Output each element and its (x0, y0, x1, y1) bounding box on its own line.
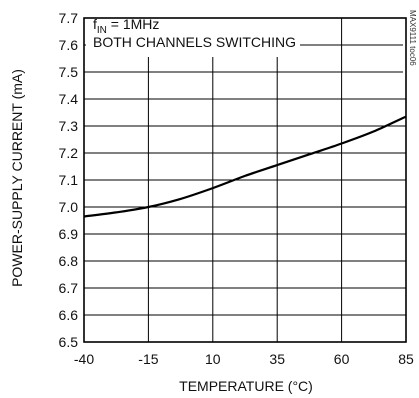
x-tick-label: 60 (334, 351, 350, 367)
x-tick-label: 10 (205, 351, 221, 367)
tick-labels: -40 -15 10 35 60 85 6.5 6.6 6.7 6.8 6.9 7.0 7.1 7.2 7.… (59, 10, 414, 367)
y-axis-label: POWER-SUPPLY CURRENT (mA) (9, 69, 25, 287)
grid (84, 18, 406, 342)
y-tick-label: 7.7 (59, 10, 79, 26)
x-tick-label: 85 (398, 351, 414, 367)
y-tick-label: 7.5 (59, 64, 79, 80)
x-tick-label: -15 (138, 351, 158, 367)
x-axis-label: TEMPERATURE (°C) (179, 378, 313, 394)
plot-frame (83, 17, 407, 343)
y-tick-label: 6.5 (59, 334, 79, 350)
y-tick-label: 6.8 (59, 253, 79, 269)
x-tick-label: -40 (74, 351, 94, 367)
y-tick-label: 6.6 (59, 307, 79, 323)
y-tick-label: 7.6 (59, 37, 79, 53)
figure-code: MAX9111 toc06 (408, 10, 417, 66)
y-tick-label: 6.9 (59, 226, 79, 242)
x-tick-label: 35 (269, 351, 285, 367)
y-tick-label: 6.7 (59, 280, 79, 296)
y-tick-label: 7.2 (59, 145, 79, 161)
y-tick-label: 7.3 (59, 118, 79, 134)
y-tick-label: 7.1 (59, 172, 79, 188)
figure-code-background (403, 8, 414, 88)
y-tick-label: 7.4 (59, 91, 79, 107)
annotation-both-channels: BOTH CHANNELS SWITCHING (93, 34, 296, 50)
y-tick-label: 7.0 (59, 199, 79, 215)
series-line (83, 115, 407, 218)
annotation-frequency: fIN = 1MHz (93, 16, 159, 36)
